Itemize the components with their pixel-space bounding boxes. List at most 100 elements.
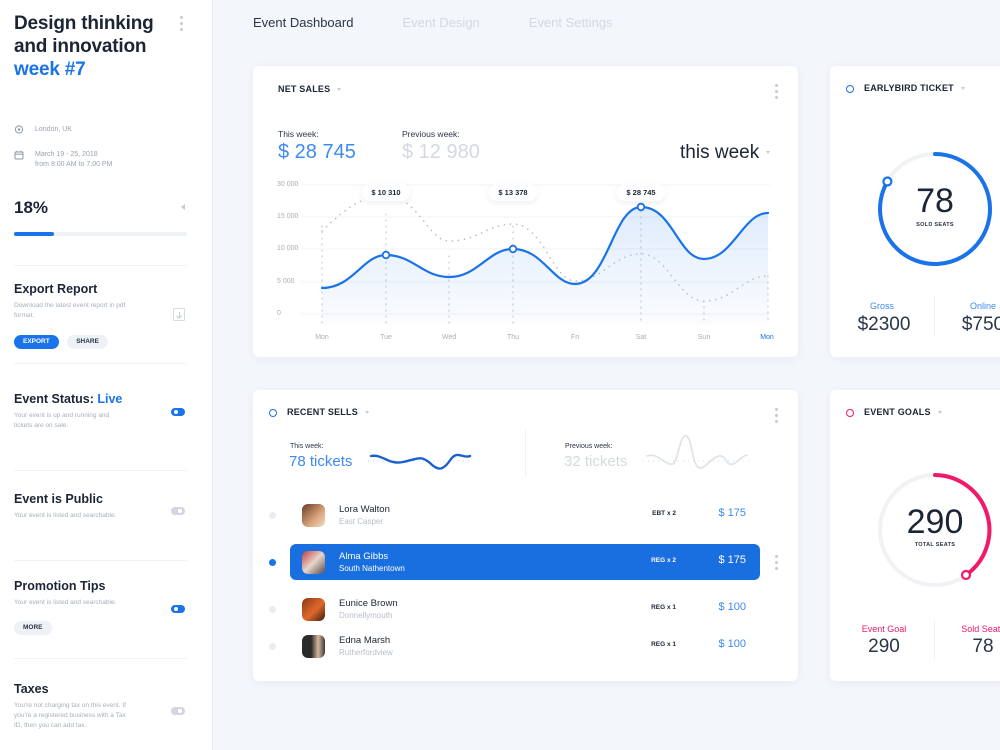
time-range-text: from 8:00 AM to 7:00 PM: [35, 161, 113, 168]
sold-seats-label: SOLD SEATS: [916, 222, 954, 228]
recent-sells-card: RECENT SELLS This week: 78 tickets Previ…: [253, 390, 798, 681]
previous-week-value: $ 12 980: [402, 141, 480, 163]
sidebar-more-menu-icon[interactable]: [180, 16, 184, 34]
net-sales-more-icon[interactable]: [775, 84, 778, 102]
calendar-icon: [14, 150, 24, 160]
recent-sells-more-icon[interactable]: [775, 408, 778, 426]
x-tick: Sat: [635, 334, 647, 341]
promotion-tips-toggle[interactable]: [171, 605, 185, 613]
taxes-toggle[interactable]: [171, 707, 185, 715]
sale-row[interactable]: Eunice Brown Donnellymouth REG x 1 $ 100: [290, 591, 760, 627]
online-value: $750: [961, 314, 1000, 335]
export-report-section: Export Report Download the latest event …: [14, 282, 194, 349]
event-title-line1: Design thinking: [14, 13, 154, 34]
sale-price: $ 100: [718, 601, 746, 613]
sale-price: $ 175: [718, 507, 746, 519]
collapse-arrow-icon[interactable]: [181, 204, 185, 210]
rs-previous-week-value: 32 tickets: [564, 453, 628, 470]
tab-event-design[interactable]: Event Design: [402, 15, 480, 30]
event-goals-title[interactable]: EVENT GOALS: [864, 407, 942, 417]
rs-this-week-label: This week:: [290, 443, 324, 450]
location-text: London, UK: [35, 126, 72, 133]
event-status-toggle[interactable]: [171, 408, 185, 416]
status-ring-icon: [846, 85, 854, 93]
sold-seats-goal-value: 78: [972, 636, 994, 657]
ticket-type: REG x 1: [651, 641, 676, 648]
divider: [934, 296, 935, 336]
buyer-name: Lora Walton: [339, 504, 390, 515]
divider: [14, 265, 187, 266]
row-bullet-selected: [269, 559, 276, 566]
tooltip-tue: $ 10 310: [361, 184, 411, 201]
x-tick: Tue: [380, 334, 392, 341]
period-select-value: this week: [680, 142, 760, 163]
earlybird-ticket-card: EARLYBIRD TICKET 78 SOLD SEATS Gross $23…: [830, 66, 1000, 357]
this-week-sparkline: [368, 453, 473, 470]
chevron-down-icon: [960, 87, 965, 91]
y-tick: 5 000: [277, 278, 295, 285]
row-bullet: [269, 606, 276, 613]
avatar: [302, 598, 325, 621]
event-status-title: Event Status: Live: [14, 392, 194, 406]
gross-label: Gross: [869, 301, 894, 311]
share-button[interactable]: SHARE: [67, 335, 108, 349]
ticket-type: EBT x 2: [652, 510, 676, 517]
more-button[interactable]: MORE: [14, 621, 52, 635]
this-week-value: $ 28 745: [278, 141, 356, 163]
chevron-down-icon: [937, 411, 942, 415]
sold-seats-value: 78: [916, 182, 954, 220]
sold-seats-ring-chart: [878, 152, 993, 266]
net-sales-title[interactable]: NET SALES: [278, 84, 342, 94]
tab-event-dashboard[interactable]: Event Dashboard: [253, 15, 354, 30]
progress-percent: 18%: [14, 198, 49, 217]
x-tick: Wed: [441, 334, 457, 341]
main-tabs: Event Dashboard Event Design Event Setti…: [253, 15, 613, 30]
status-ring-icon: [846, 409, 854, 417]
total-seats-value: 290: [906, 503, 964, 541]
recent-sells-title[interactable]: RECENT SELLS: [287, 407, 369, 417]
avatar: [302, 504, 325, 527]
x-tick: Sun: [697, 334, 711, 341]
rs-previous-week-label: Previous week:: [565, 443, 613, 450]
tab-event-settings[interactable]: Event Settings: [528, 15, 613, 30]
buyer-city: Rutherfordview: [339, 648, 393, 657]
buyer-name: Alma Gibbs: [339, 551, 389, 562]
period-select[interactable]: this week: [680, 142, 771, 164]
total-seats-ring-chart: [878, 473, 992, 587]
event-status-label: Event Status:: [14, 392, 94, 406]
buyer-city: Donnellymouth: [339, 611, 393, 620]
export-button[interactable]: EXPORT: [14, 335, 59, 349]
divider: [14, 363, 187, 364]
progress-bar: [14, 232, 187, 236]
event-goal-label: Event Goal: [861, 624, 907, 634]
tooltip-sat: $ 28 745: [616, 184, 666, 201]
row-more-icon[interactable]: [775, 555, 778, 573]
event-status-description: Your event is up and running and tickets…: [14, 412, 110, 429]
download-icon[interactable]: [173, 308, 185, 321]
divider: [14, 560, 187, 561]
event-public-toggle[interactable]: [171, 507, 185, 515]
earlybird-title[interactable]: EARLYBIRD TICKET: [864, 83, 965, 93]
earlybird-title-text: EARLYBIRD TICKET: [864, 83, 954, 93]
sale-row-selected[interactable]: Alma Gibbs South Nathentown REG x 2 $ 17…: [290, 544, 760, 580]
row-bullet: [269, 643, 276, 650]
total-seats-label: TOTAL SEATS: [914, 542, 956, 548]
export-report-title: Export Report: [14, 282, 98, 296]
online-label: Online: [969, 301, 996, 311]
sale-row[interactable]: Edna Marsh Rutherfordview REG x 1 $ 100: [290, 628, 760, 664]
y-tick: 0: [277, 310, 281, 317]
y-tick: 30 000: [277, 181, 299, 188]
event-title: Design thinking and innovation week #7: [14, 12, 198, 81]
taxes-description: You're not charging tax on this event. I…: [14, 702, 126, 729]
progress-bar-fill: [14, 232, 54, 236]
date-range-text: March 19 - 25, 2018: [35, 151, 98, 158]
buyer-city: South Nathentown: [339, 564, 405, 573]
status-ring-icon: [269, 409, 277, 417]
sale-price: $ 100: [718, 638, 746, 650]
gross-value: $2300: [857, 314, 911, 335]
event-public-description: Your event is listed and searchable.: [14, 512, 117, 519]
previous-week-label: Previous week:: [402, 129, 460, 139]
promotion-tips-section: Promotion Tips Your event is listed and …: [14, 579, 194, 635]
sale-row[interactable]: Lora Walton East Casper EBT x 2 $ 175: [290, 497, 760, 533]
net-sales-title-text: NET SALES: [278, 84, 331, 94]
